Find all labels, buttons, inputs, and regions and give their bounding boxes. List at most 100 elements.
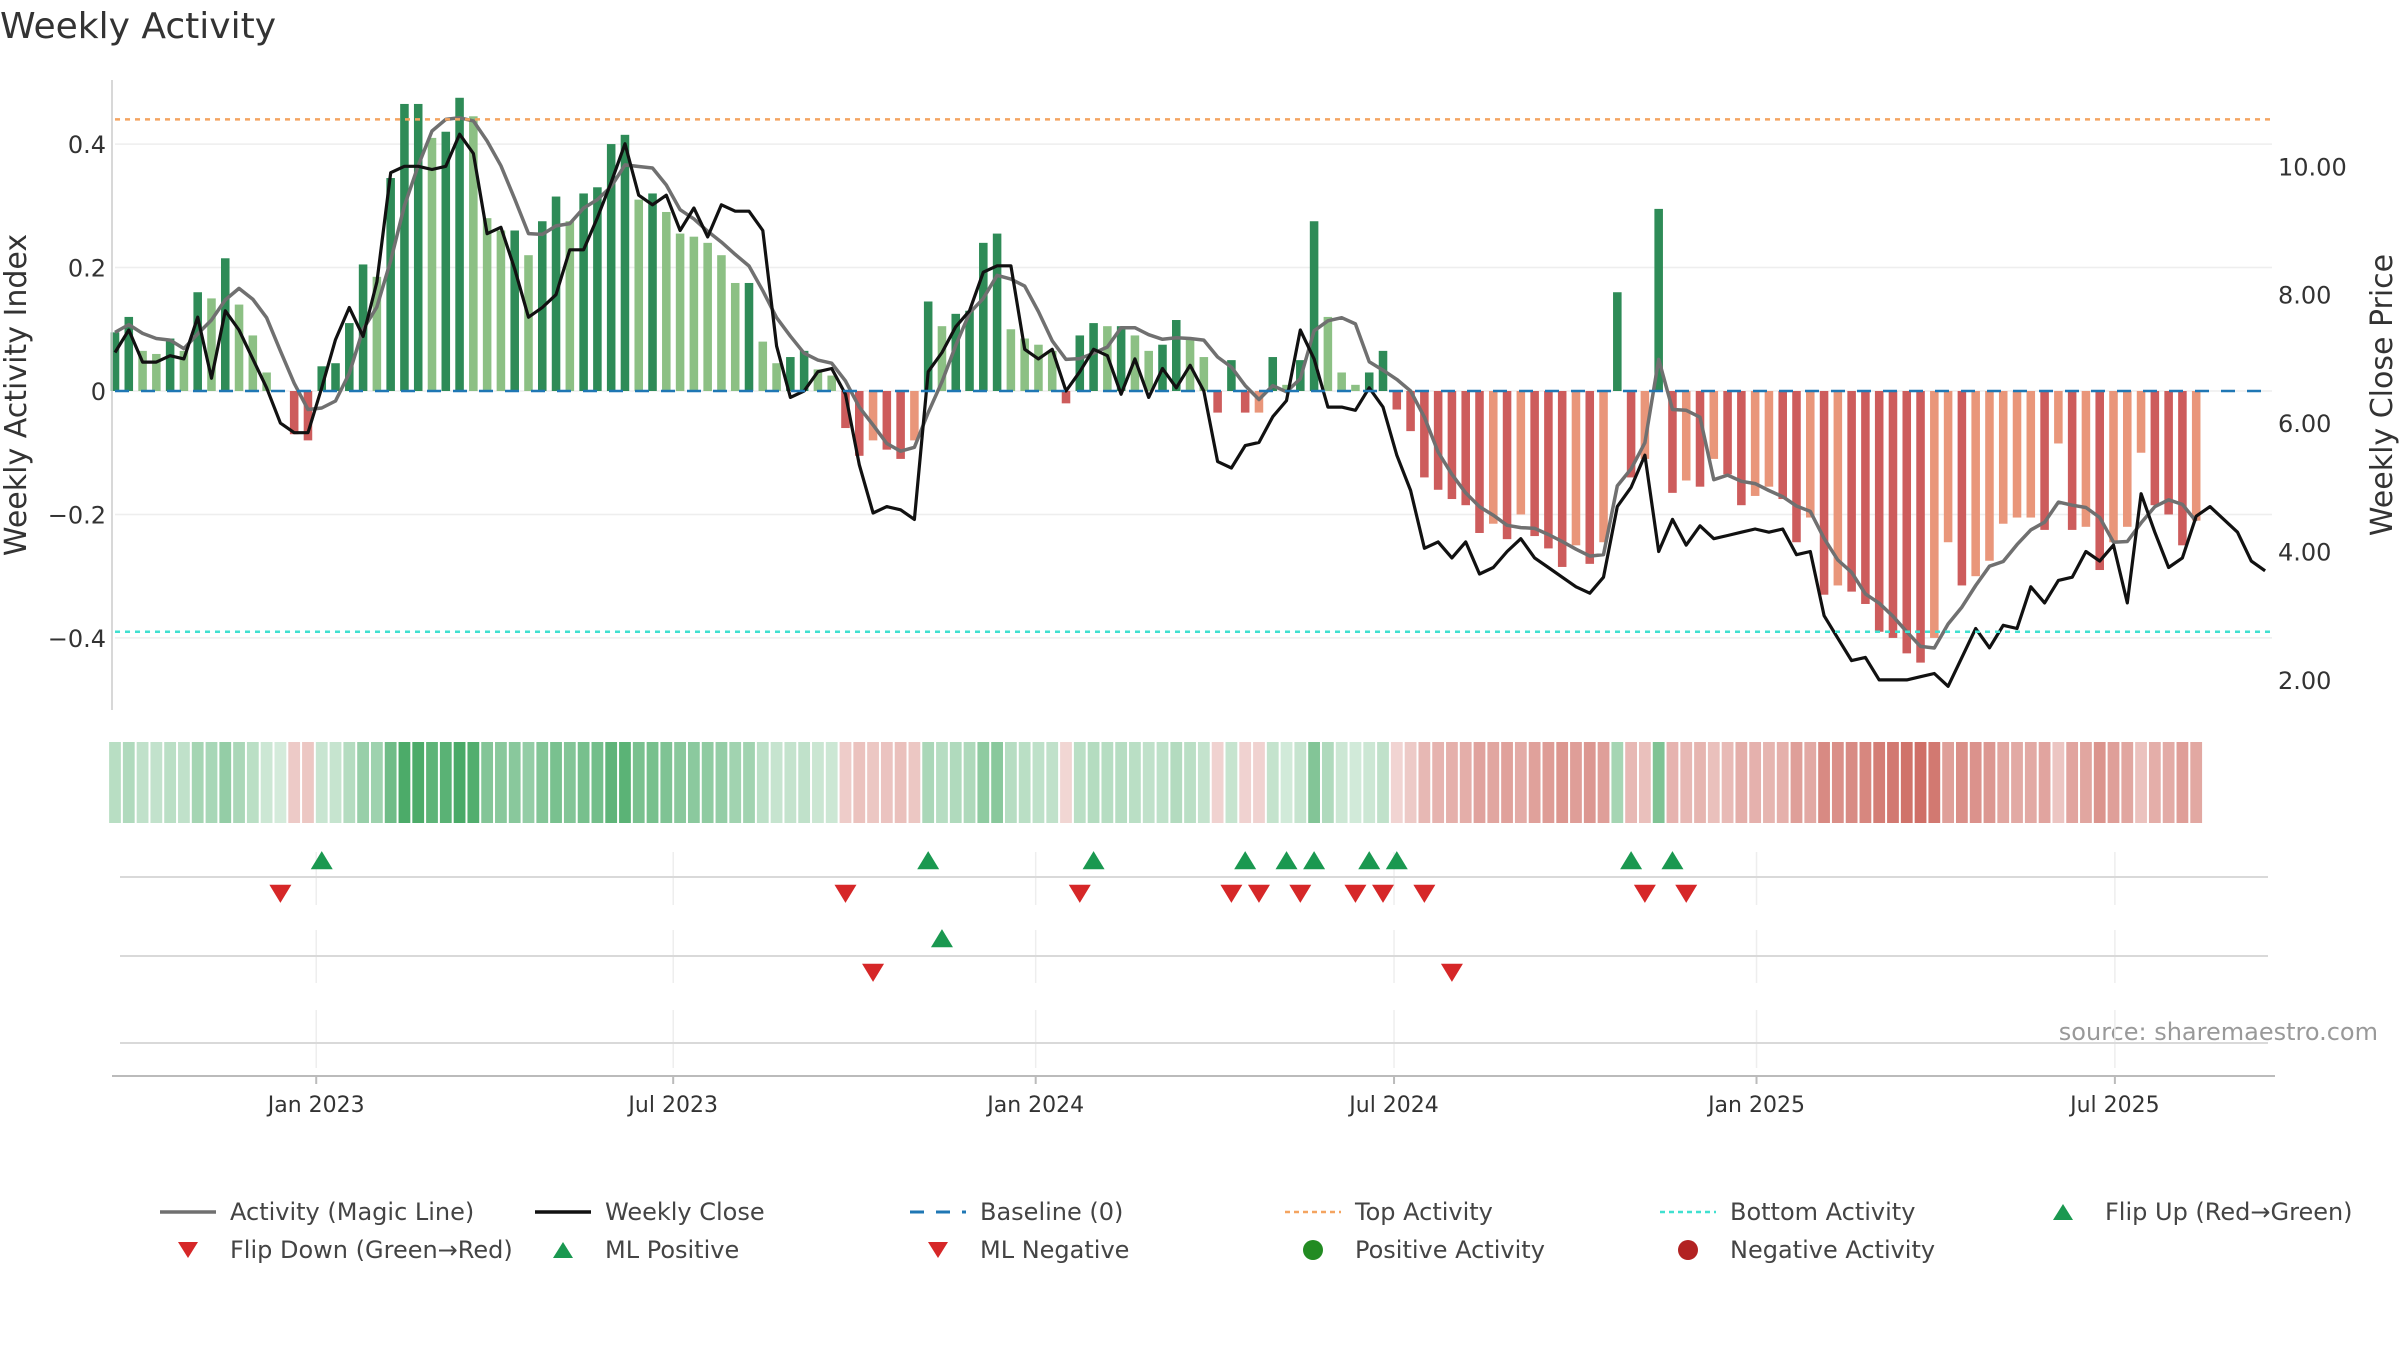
heat-cell [2024, 742, 2037, 823]
legend-swatch [2053, 1204, 2073, 1220]
legend-swatch-triangle-up [553, 1242, 573, 1258]
heat-cell [1914, 742, 1927, 823]
activity-bar [1034, 344, 1043, 391]
heat-cell [508, 742, 521, 823]
heat-cell [701, 742, 714, 823]
grid-layer [115, 143, 2272, 1068]
heat-cell [122, 742, 135, 823]
activity-bar [1957, 391, 1967, 586]
heat-cell [1804, 742, 1817, 823]
flip-up-marker [1275, 851, 1298, 870]
heat-cell [1073, 742, 1086, 823]
heat-cell [1294, 742, 1307, 823]
activity-bar [1075, 335, 1085, 391]
heat-cell [867, 742, 879, 823]
legend-swatch [1303, 1240, 1323, 1260]
activity-bar [1089, 323, 1098, 391]
activity-bar [234, 304, 244, 391]
activity-bar [179, 350, 189, 391]
heat-cell [1459, 742, 1472, 823]
weekly-close-line [113, 132, 2267, 688]
heat-cell [1156, 742, 1169, 823]
signal-markers [269, 851, 1698, 982]
activity-bar [2136, 391, 2146, 453]
legend-swatch-triangle-up [2053, 1204, 2073, 1220]
legend-item: Weekly Close [535, 1198, 765, 1226]
heat-cell [922, 742, 935, 823]
x-tick-label: Jul 2024 [1347, 1093, 1439, 1118]
activity-bar [1006, 329, 1016, 391]
activity-bar [1571, 391, 1581, 546]
heat-cell [1432, 742, 1445, 823]
heat-cell [1528, 742, 1541, 823]
ml-negative-marker [1440, 963, 1463, 982]
y-tick-label: 0 [91, 378, 106, 406]
flip-up-marker [1303, 851, 1326, 870]
activity-bar [1599, 391, 1608, 543]
activity-bar [662, 211, 671, 391]
heat-cell [880, 742, 893, 823]
heat-cell [2080, 742, 2092, 823]
heat-cell [798, 742, 811, 823]
activity-bar [207, 298, 216, 391]
activity-bar [1930, 391, 1939, 638]
legend-swatch-circle [1678, 1240, 1698, 1260]
activity-bar [110, 332, 120, 391]
activity-bar [634, 199, 644, 391]
activity-bar [1199, 357, 1209, 391]
activity-bar [2067, 391, 2077, 530]
heat-cell [495, 742, 507, 823]
heat-cell [536, 742, 549, 823]
activity-bar [1061, 391, 1071, 404]
flip-up-marker [1082, 851, 1105, 870]
heat-cell [2162, 742, 2175, 823]
activity-bar [193, 292, 202, 391]
activity-bar [923, 301, 933, 391]
activity-bar [1475, 391, 1484, 533]
activity-bar [482, 218, 492, 391]
activity-bar [1020, 338, 1029, 391]
activity-bar [758, 341, 768, 391]
reference-lines [115, 118, 2272, 633]
legend-label: Activity (Magic Line) [230, 1198, 475, 1226]
heat-cell [1666, 742, 1679, 823]
heat-cell [2190, 742, 2203, 823]
activity-bar [1461, 391, 1470, 506]
legend-label: Flip Up (Red→Green) [2105, 1198, 2353, 1226]
activity-bar [1613, 292, 1622, 391]
activity-bar [992, 233, 1002, 391]
legend-label: Baseline (0) [980, 1198, 1124, 1226]
legend-swatch [1678, 1240, 1698, 1260]
heat-cell [1749, 742, 1762, 823]
heat-cell [1418, 742, 1431, 823]
heat-cell [1060, 742, 1072, 823]
activity-bar [1723, 391, 1732, 475]
activity-bar [2191, 391, 2201, 521]
activity-bar [317, 366, 327, 391]
activity-bar [1833, 391, 1843, 586]
activity-bar [1750, 391, 1760, 496]
activity-bar [1406, 391, 1415, 432]
activity-bar [289, 391, 299, 435]
flip-up-marker [917, 851, 940, 870]
ml-positive-marker [930, 929, 953, 948]
heat-cell [1983, 742, 1996, 823]
heat-cell [770, 742, 783, 823]
legend-item: Negative Activity [1660, 1236, 1935, 1264]
activity-bar [2081, 391, 2091, 527]
activity-bar [786, 357, 795, 391]
heat-cell [1721, 742, 1734, 823]
heat-cell [1501, 742, 1513, 823]
activity-bar [1626, 391, 1636, 478]
activity-bar [1585, 391, 1595, 564]
activity-bar [703, 242, 712, 391]
legend-swatch [1660, 1210, 1716, 1214]
heat-cell [825, 742, 838, 823]
activity-bar [427, 137, 437, 391]
heat-cell [1280, 742, 1293, 823]
heat-cell [687, 742, 700, 823]
flip-down-marker [1675, 884, 1698, 903]
heat-cell [1335, 742, 1348, 823]
activity-bar [1502, 391, 1512, 540]
y-tick-label: −0.2 [48, 501, 106, 529]
